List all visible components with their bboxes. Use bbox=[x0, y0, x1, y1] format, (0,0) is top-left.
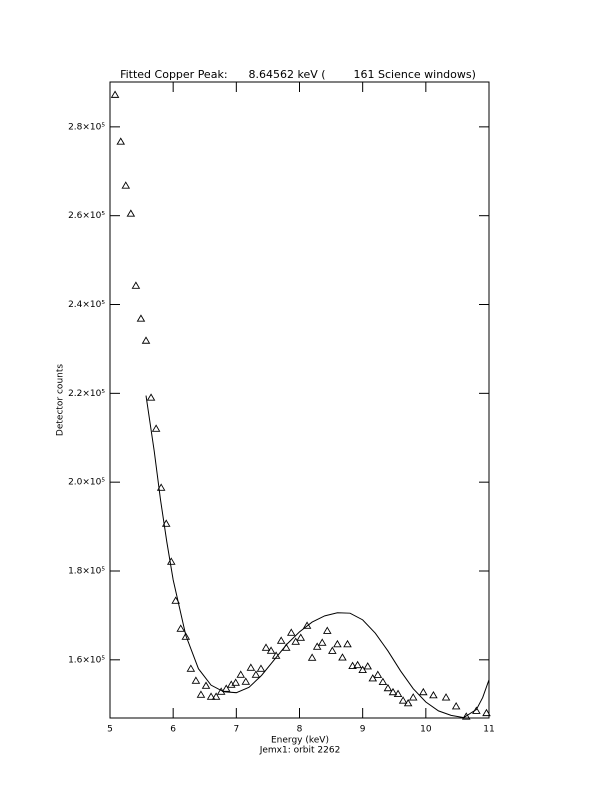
data-point bbox=[317, 638, 327, 646]
data-point bbox=[307, 653, 317, 661]
data-point bbox=[266, 646, 276, 654]
data-point bbox=[373, 670, 383, 678]
fit-curve bbox=[145, 395, 489, 718]
data-point bbox=[206, 692, 216, 700]
data-point bbox=[393, 689, 403, 697]
x-tick-label: 10 bbox=[420, 725, 432, 735]
data-point bbox=[236, 670, 246, 678]
data-point bbox=[472, 706, 481, 714]
data-point bbox=[302, 621, 312, 629]
data-point bbox=[461, 712, 471, 720]
data-point bbox=[141, 336, 151, 344]
chart-title: Fitted Copper Peak: 8.64562 keV ( 161 Sc… bbox=[120, 68, 476, 81]
y-tick-label: 2.8×10⁵ bbox=[68, 122, 105, 132]
data-point bbox=[211, 692, 221, 700]
data-point bbox=[312, 642, 322, 650]
data-point bbox=[398, 696, 408, 704]
data-point bbox=[110, 90, 120, 98]
data-point bbox=[176, 624, 186, 632]
x-tick-label: 9 bbox=[360, 725, 366, 735]
data-point bbox=[333, 639, 342, 648]
data-point bbox=[156, 483, 166, 491]
data-point bbox=[287, 628, 296, 636]
x-tick-label: 6 bbox=[170, 725, 176, 735]
data-point bbox=[251, 670, 261, 678]
x-tick-label: 11 bbox=[483, 725, 494, 735]
x-tick-label: 8 bbox=[297, 725, 303, 735]
x-tick-label: 7 bbox=[233, 725, 239, 735]
y-tick-label: 2.6×10⁵ bbox=[68, 211, 105, 221]
data-point bbox=[151, 424, 161, 432]
data-point bbox=[276, 636, 286, 644]
data-point bbox=[368, 674, 378, 682]
data-point bbox=[441, 693, 451, 701]
y-tick-label: 1.6×10⁵ bbox=[68, 655, 105, 665]
y-tick-label: 2.0×10⁵ bbox=[68, 478, 105, 488]
y-tick-label: 1.8×10⁵ bbox=[68, 566, 105, 576]
data-point bbox=[131, 281, 141, 289]
data-point bbox=[221, 684, 231, 692]
data-point bbox=[191, 676, 201, 684]
data-point bbox=[353, 660, 362, 669]
data-point bbox=[383, 683, 393, 692]
subtitle: Jemx1: orbit 2262 bbox=[259, 746, 341, 756]
data-point bbox=[358, 665, 367, 673]
data-point bbox=[146, 393, 156, 401]
data-point bbox=[408, 693, 418, 701]
data-point bbox=[231, 678, 240, 686]
data-point bbox=[246, 663, 256, 671]
data-point bbox=[378, 677, 388, 685]
data-point bbox=[291, 637, 300, 645]
data-point bbox=[186, 664, 196, 672]
y-tick-label: 2.2×10⁵ bbox=[68, 389, 105, 399]
data-point bbox=[256, 664, 266, 672]
data-point bbox=[343, 639, 352, 648]
data-point bbox=[363, 662, 373, 670]
data-point bbox=[323, 626, 332, 634]
data-point bbox=[419, 687, 428, 696]
data-point bbox=[116, 137, 126, 145]
data-point bbox=[296, 633, 306, 641]
data-point bbox=[328, 646, 337, 654]
data-point bbox=[241, 677, 251, 685]
data-point bbox=[136, 314, 146, 322]
x-axis-label: Energy (keV) bbox=[271, 736, 329, 746]
plot-frame bbox=[109, 81, 490, 719]
x-tick-label: 5 bbox=[107, 725, 113, 735]
data-point bbox=[482, 708, 491, 717]
data-point bbox=[388, 687, 398, 696]
data-point bbox=[181, 632, 191, 640]
data-point bbox=[403, 698, 413, 707]
data-point bbox=[429, 690, 438, 699]
data-point bbox=[338, 653, 347, 661]
data-point bbox=[261, 643, 271, 651]
y-axis-label: Detector counts bbox=[56, 364, 66, 436]
data-point bbox=[451, 702, 461, 710]
y-tick-label: 2.4×10⁵ bbox=[68, 300, 105, 310]
data-point bbox=[126, 209, 136, 217]
data-point bbox=[196, 690, 206, 698]
data-point bbox=[166, 557, 176, 565]
data-point bbox=[121, 181, 131, 189]
data-point bbox=[348, 661, 357, 669]
data-point bbox=[201, 681, 211, 689]
